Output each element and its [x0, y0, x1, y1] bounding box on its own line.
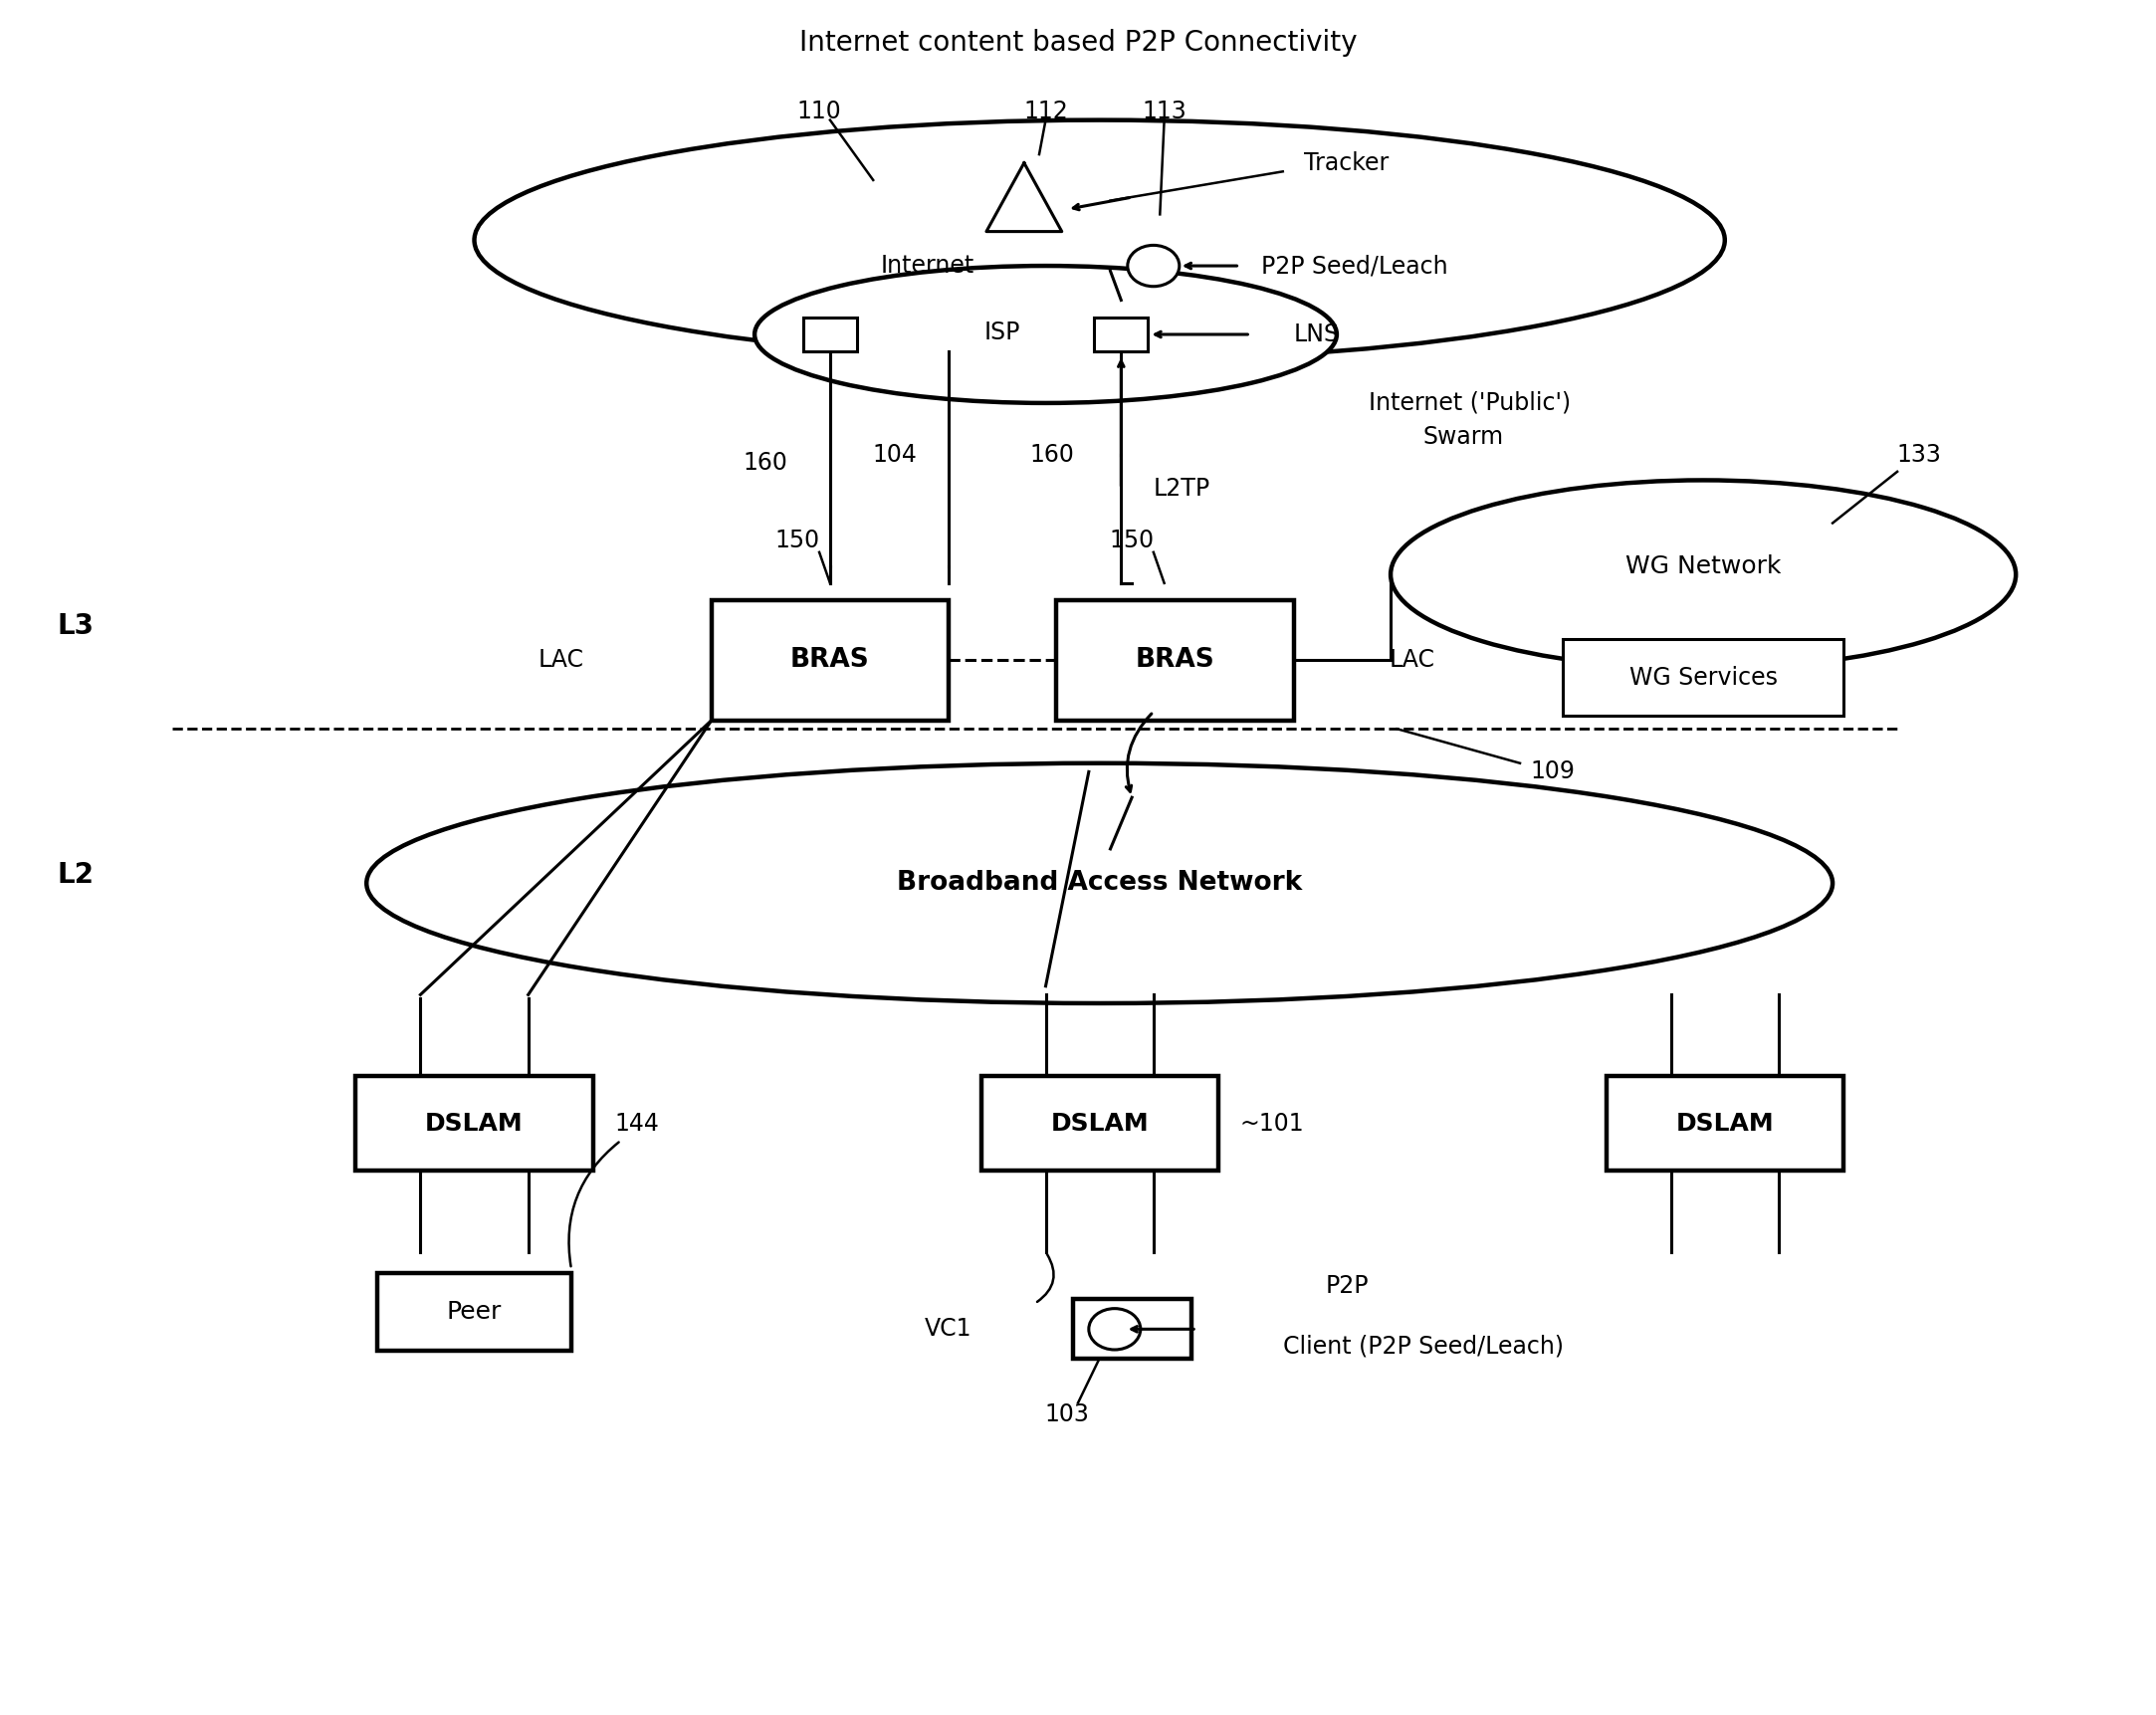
Text: VC1: VC1: [925, 1317, 972, 1341]
Ellipse shape: [1128, 245, 1179, 286]
Text: 103: 103: [1046, 1403, 1089, 1427]
Text: 104: 104: [873, 442, 916, 466]
FancyBboxPatch shape: [1074, 1300, 1190, 1358]
Ellipse shape: [1089, 1309, 1141, 1350]
FancyBboxPatch shape: [802, 317, 856, 352]
Ellipse shape: [474, 120, 1725, 360]
Text: Broadband Access Network: Broadband Access Network: [897, 870, 1302, 897]
Text: P2P: P2P: [1326, 1274, 1369, 1298]
Text: 133: 133: [1897, 442, 1940, 466]
Text: LAC: LAC: [1388, 648, 1436, 672]
Text: Internet content based P2P Connectivity: Internet content based P2P Connectivity: [800, 29, 1356, 57]
FancyBboxPatch shape: [1095, 317, 1147, 352]
Ellipse shape: [367, 763, 1833, 1003]
Text: BRAS: BRAS: [791, 647, 869, 674]
Text: L2: L2: [56, 861, 95, 888]
Text: 150: 150: [776, 528, 819, 552]
Text: LAC: LAC: [537, 648, 584, 672]
Text: Swarm: Swarm: [1423, 425, 1503, 449]
FancyBboxPatch shape: [1563, 638, 1843, 717]
FancyBboxPatch shape: [377, 1273, 571, 1351]
FancyBboxPatch shape: [356, 1077, 593, 1170]
Text: WG Network: WG Network: [1626, 554, 1781, 578]
FancyBboxPatch shape: [711, 600, 949, 720]
Text: BRAS: BRAS: [1136, 647, 1214, 674]
Text: 150: 150: [1110, 528, 1153, 552]
Text: DSLAM: DSLAM: [425, 1111, 524, 1135]
Text: L3: L3: [56, 612, 95, 640]
Text: 160: 160: [744, 451, 787, 475]
FancyBboxPatch shape: [1056, 600, 1294, 720]
Text: P2P Seed/Leach: P2P Seed/Leach: [1261, 254, 1449, 278]
Ellipse shape: [1391, 480, 2016, 669]
FancyBboxPatch shape: [981, 1077, 1218, 1170]
Text: 113: 113: [1143, 99, 1186, 123]
Text: 109: 109: [1531, 760, 1574, 784]
Text: L2TP: L2TP: [1153, 477, 1210, 501]
Text: WG Services: WG Services: [1630, 665, 1777, 689]
Text: Peer: Peer: [446, 1300, 502, 1324]
Text: 144: 144: [614, 1111, 660, 1135]
Text: ~101: ~101: [1240, 1111, 1304, 1135]
Text: Internet ('Public'): Internet ('Public'): [1369, 391, 1572, 415]
Text: DSLAM: DSLAM: [1050, 1111, 1149, 1135]
Text: Client (P2P Seed/Leach): Client (P2P Seed/Leach): [1283, 1334, 1563, 1358]
FancyBboxPatch shape: [1606, 1077, 1843, 1170]
Text: DSLAM: DSLAM: [1675, 1111, 1774, 1135]
Text: 160: 160: [1031, 442, 1074, 466]
Ellipse shape: [755, 266, 1337, 403]
Text: LNS: LNS: [1294, 322, 1339, 346]
Text: 110: 110: [798, 99, 841, 123]
Text: 112: 112: [1024, 99, 1067, 123]
Text: Internet: Internet: [880, 254, 975, 278]
Text: ISP: ISP: [985, 321, 1020, 345]
Text: Tracker: Tracker: [1304, 151, 1388, 175]
